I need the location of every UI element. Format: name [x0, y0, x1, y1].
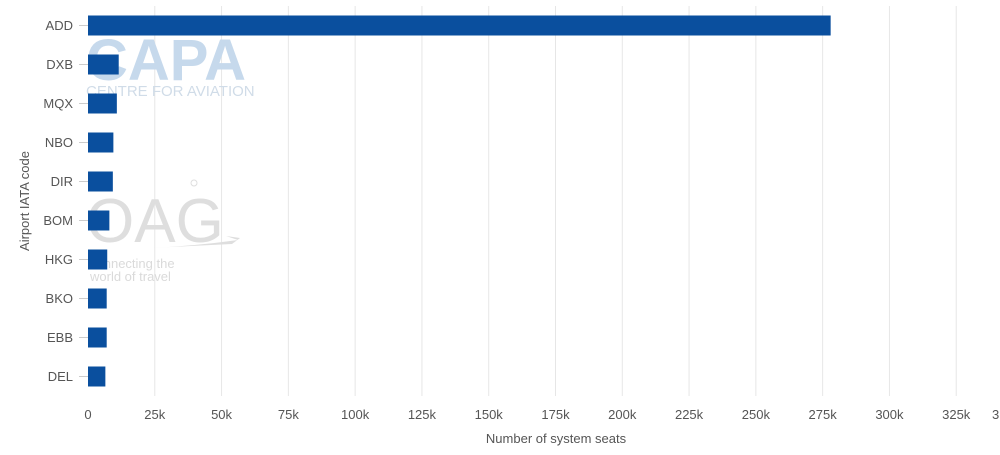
x-tick-label: 275k	[809, 407, 838, 422]
y-tick-label: EBB	[47, 330, 73, 345]
y-tick-label: NBO	[45, 135, 73, 150]
bar-bko	[88, 288, 107, 309]
x-axis-ticks: 0 25k 50k 75k 100k 125k 150k 175k 200k 225k 250k 27…	[84, 407, 999, 422]
x-tick-label: 3	[992, 407, 999, 422]
bar-bom	[88, 210, 110, 231]
y-axis-categories: ADD DXB MQX NBO DIR BOM HKG BKO EBB DEL	[43, 18, 88, 384]
x-tick-label: 250k	[742, 407, 771, 422]
x-axis-title: Number of system seats	[486, 431, 627, 446]
oag-watermark: OAG connecting the world of travel	[86, 179, 240, 284]
x-tick-label: 50k	[211, 407, 232, 422]
bar-dxb	[88, 54, 119, 75]
x-tick-label: 75k	[278, 407, 299, 422]
bars	[88, 15, 831, 387]
bar-dir	[88, 171, 113, 192]
y-tick-label: ADD	[46, 18, 73, 33]
y-tick-label: BOM	[43, 213, 73, 228]
oag-tagline-1: connecting the	[90, 256, 175, 271]
x-tick-label: 150k	[475, 407, 504, 422]
x-tick-label: 125k	[408, 407, 437, 422]
y-tick-label: HKG	[45, 252, 73, 267]
y-axis-title: Airport IATA code	[17, 151, 32, 251]
bar-mqx	[88, 93, 117, 114]
oag-tagline-2: world of travel	[89, 269, 171, 284]
y-tick-label: MQX	[43, 96, 73, 111]
oag-registered-icon	[190, 179, 198, 187]
y-tick-label: DEL	[48, 369, 73, 384]
bar-del	[88, 366, 106, 387]
bar-add	[88, 15, 831, 36]
gridlines	[154, 6, 957, 396]
x-tick-label: 175k	[541, 407, 570, 422]
y-tick-label: BKO	[46, 291, 73, 306]
x-tick-label: 100k	[341, 407, 370, 422]
y-tick-label: DXB	[46, 57, 73, 72]
x-tick-label: 325k	[942, 407, 971, 422]
oag-plane-icon	[150, 236, 240, 248]
y-tick-label: DIR	[51, 174, 73, 189]
x-tick-label: 200k	[608, 407, 637, 422]
bar-ebb	[88, 327, 107, 348]
x-tick-label: 225k	[675, 407, 704, 422]
capa-sub-text: CENTRE FOR AVIATION	[86, 83, 255, 100]
x-tick-label: 0	[84, 407, 91, 422]
bar-nbo	[88, 132, 114, 153]
x-tick-label: 300k	[875, 407, 904, 422]
x-tick-label: 25k	[144, 407, 165, 422]
bar-hkg	[88, 249, 108, 270]
